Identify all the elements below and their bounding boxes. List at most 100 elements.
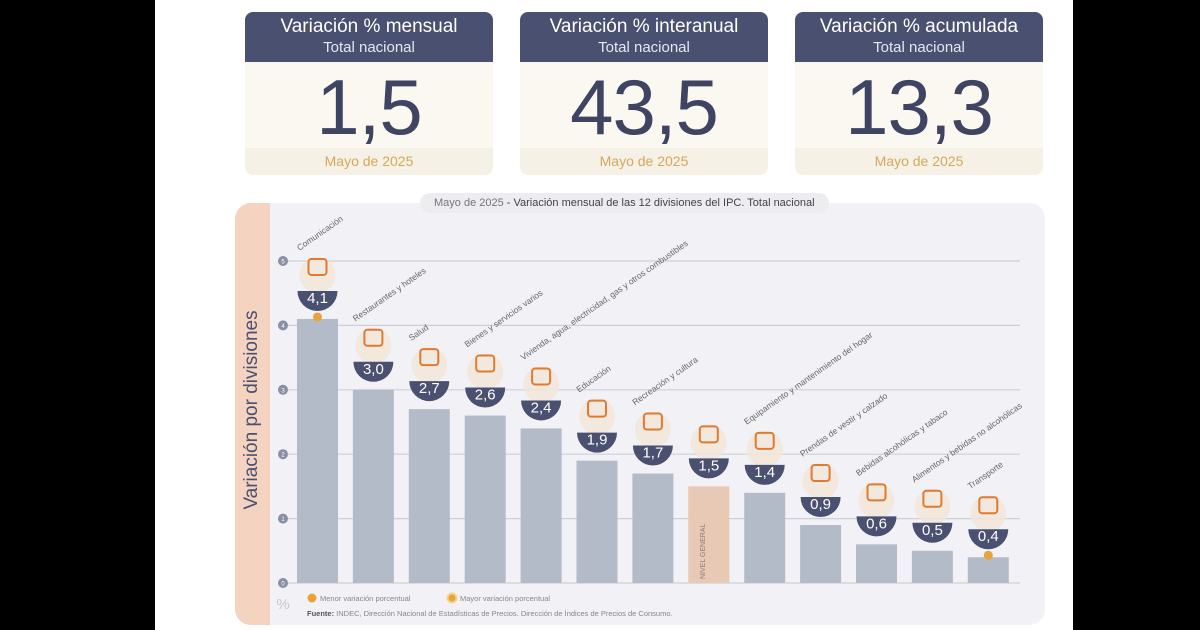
value-label: 0,5	[922, 522, 943, 539]
y-tick-label: 4	[281, 324, 285, 330]
source-label: Fuente:	[307, 609, 334, 618]
y-tick-label: 2	[281, 453, 285, 459]
y-tick-marker	[278, 320, 288, 331]
category-icon-glyph	[531, 367, 552, 386]
legend-min-label: Menor variación porcentual	[320, 594, 411, 603]
card-title: Variación % interanual	[549, 16, 739, 37]
y-tick-marker	[278, 578, 288, 588]
ylabel-strip	[235, 203, 270, 625]
card-title: Variación % mensual	[280, 16, 458, 37]
card-subtitle: Total nacional	[323, 39, 415, 56]
bar	[297, 318, 338, 583]
card-title: Variación % acumulada	[819, 16, 1019, 37]
bar-label-nivel-general: NIVEL GENERAL	[700, 524, 707, 579]
category-icon-glyph	[754, 431, 775, 450]
value-badge	[968, 529, 1009, 550]
y-tick-marker	[278, 256, 288, 266]
bar	[800, 525, 842, 583]
value-badge	[521, 400, 562, 421]
card-value: 43,5	[570, 63, 719, 151]
bar	[632, 473, 674, 583]
category-icon-glyph	[363, 328, 384, 347]
bar	[856, 544, 897, 583]
y-tick-label: 3	[281, 388, 285, 394]
category-icon-glyph	[810, 464, 831, 483]
value-label: 2,6	[475, 387, 496, 404]
legend-max-marker	[446, 592, 458, 604]
category-label: Restaurantes y hoteles	[351, 265, 428, 323]
value-badge	[577, 432, 617, 453]
value-label: 0,9	[810, 496, 831, 513]
value-label: 1,5	[698, 457, 719, 474]
value-badge	[632, 445, 673, 466]
card-yearly: Variación % interanual Total nacional 43,…	[520, 12, 768, 175]
bar	[911, 550, 953, 583]
card-value: 1,5	[316, 63, 422, 151]
value-badge	[297, 290, 338, 311]
bar	[520, 428, 562, 583]
y-tick-label: 5	[281, 260, 285, 266]
value-label: 0,4	[978, 528, 999, 545]
value-badge	[353, 361, 394, 382]
value-badge	[744, 464, 785, 485]
category-icon-glyph	[587, 399, 607, 418]
value-badge	[856, 516, 897, 537]
value-label: 1,9	[587, 432, 608, 449]
category-icon-glyph	[922, 489, 943, 508]
value-badge	[409, 381, 450, 402]
value-label: 1,4	[754, 464, 775, 481]
category-icon-glyph	[475, 354, 496, 373]
chart-title-text: - Variación mensual de las 12 divisiones…	[503, 197, 815, 209]
category-icon-glyph	[978, 496, 999, 515]
y-tick-label: 0	[281, 582, 285, 588]
category-icon-glyph	[419, 348, 440, 367]
value-label: 2,7	[419, 380, 440, 397]
y-tick-marker	[278, 384, 288, 395]
card-monthly: Variación % mensual Total nacional 1,5 Ma…	[245, 12, 493, 175]
bar	[576, 460, 618, 583]
source-text: INDEC, Dirección Nacional de Estadística…	[334, 609, 673, 618]
value-label: 2,4	[531, 399, 552, 416]
card-value: 13,3	[845, 63, 994, 151]
bar	[352, 389, 394, 583]
bar	[464, 415, 506, 583]
value-badge	[465, 387, 506, 408]
category-icon-glyph	[642, 412, 663, 431]
card-accumulated: Variación % acumulada Total nacional 13,3…	[795, 12, 1043, 175]
card-period: Mayo de 2025	[795, 148, 1043, 175]
value-label: 3,0	[363, 361, 384, 378]
chart-title: Mayo de 2025 - Variación mensual de las …	[420, 193, 829, 213]
max-marker	[313, 312, 322, 322]
value-badge	[800, 497, 841, 518]
value-label: 0,6	[866, 515, 887, 532]
category-label: Vivienda, agua, electricidad, gas y otro…	[519, 238, 690, 362]
value-label: 4,1	[307, 290, 328, 307]
bar	[744, 492, 786, 583]
category-icon-glyph	[866, 483, 887, 502]
value-badge	[912, 522, 953, 543]
category-icon-glyph	[307, 257, 328, 276]
category-label: Recreación y cultura	[630, 354, 699, 407]
y-tick-label: 1	[281, 517, 285, 523]
category-icon-glyph	[698, 425, 719, 444]
y-tick-marker	[278, 449, 288, 460]
min-marker	[983, 550, 993, 560]
value-label: 1,7	[642, 445, 663, 462]
legend-max-label: Mayor variación porcentual	[460, 594, 550, 603]
card-subtitle: Total nacional	[598, 39, 690, 56]
bar	[688, 486, 730, 583]
category-label: Bienes y servicios varios	[463, 288, 545, 350]
category-label: Transporte	[966, 459, 1005, 491]
source-note: Fuente: INDEC, Dirección Nacional de Est…	[307, 609, 673, 618]
category-label: Alimentos y bebidas no alcohólicas	[910, 400, 1024, 484]
y-tick-marker	[278, 513, 288, 524]
card-period: Mayo de 2025	[520, 148, 768, 175]
bar	[408, 409, 450, 583]
category-label: Comunicación	[295, 213, 345, 252]
card-subtitle: Total nacional	[873, 39, 965, 56]
value-badge	[688, 458, 729, 479]
category-label: Prendas de vestir y calzado	[798, 390, 889, 458]
chart-title-period: Mayo de 2025	[434, 197, 504, 209]
unit-label: %	[276, 596, 289, 613]
